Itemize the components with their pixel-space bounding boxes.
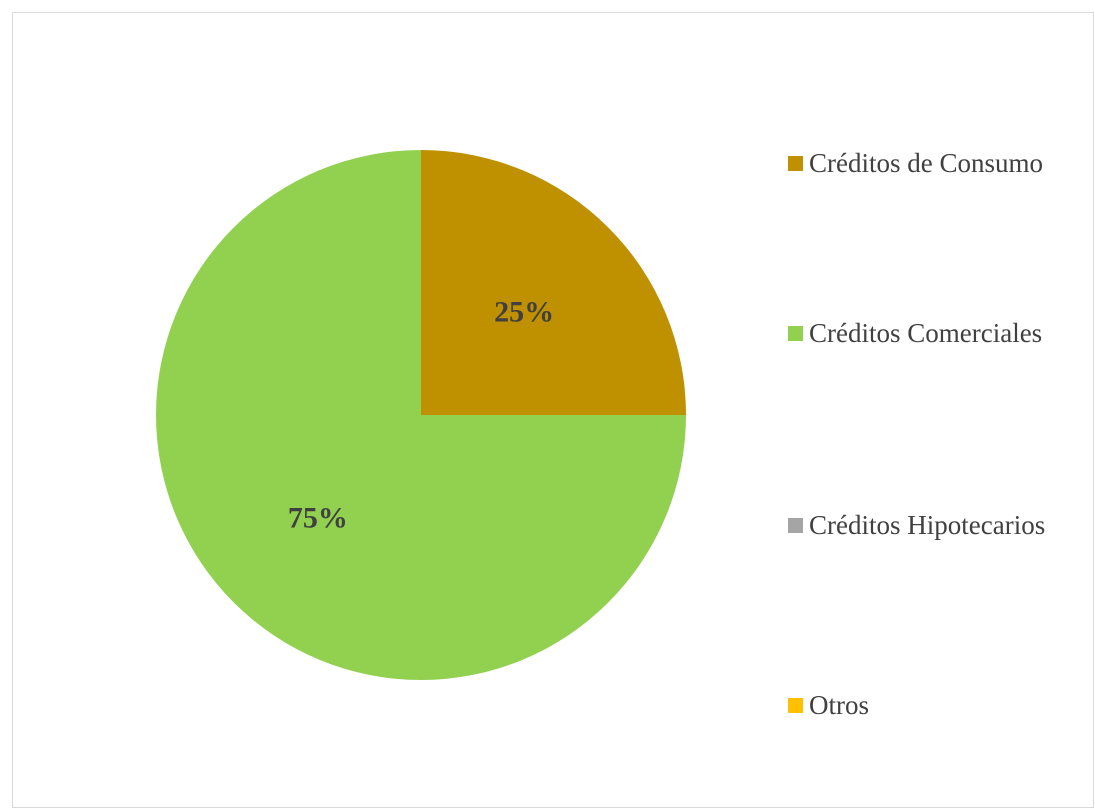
legend-label: Otros <box>809 690 869 720</box>
data-label-creditos-de-consumo: 25% <box>494 295 554 328</box>
legend-item-creditos-de-consumo: Créditos de Consumo <box>788 148 1043 178</box>
legend-swatch <box>788 155 803 171</box>
legend-swatch <box>788 517 803 533</box>
chart-legend: Créditos de Consumo Créditos Comerciales… <box>788 0 1093 809</box>
legend-label: Créditos Comerciales <box>809 318 1043 348</box>
legend-item-creditos-hipotecarios: Créditos Hipotecarios <box>788 510 1045 540</box>
legend-swatch <box>788 325 803 341</box>
pie-slice-creditos-de-consumo <box>421 150 686 415</box>
legend-item-otros: Otros <box>788 690 869 720</box>
legend-item-creditos-comerciales: Créditos Comerciales <box>788 318 1042 348</box>
legend-label: Créditos de Consumo <box>809 148 1043 178</box>
pie-slice-creditos-comerciales <box>156 150 686 680</box>
legend-swatch <box>788 697 803 713</box>
data-label-creditos-comerciales: 75% <box>288 502 348 535</box>
legend-label: Créditos Hipotecarios <box>809 510 1046 540</box>
